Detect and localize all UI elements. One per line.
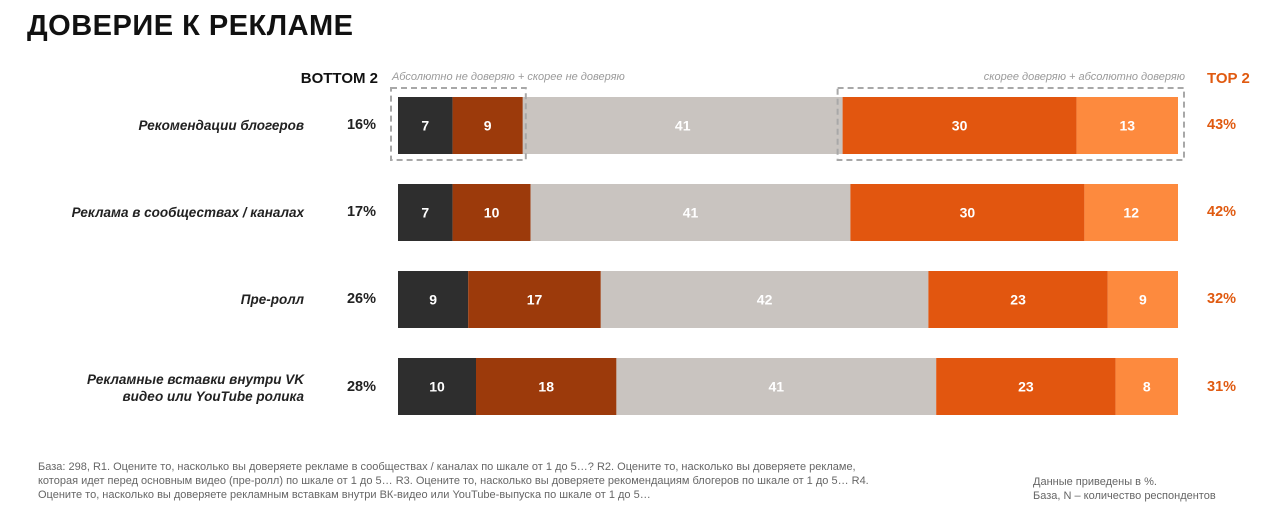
bar-segment-label: 42 [757, 292, 773, 308]
bar-segment-label: 13 [1120, 118, 1136, 134]
row-label-communities: Реклама в сообществах / каналах [4, 204, 304, 221]
bar-segment-label: 41 [769, 379, 785, 395]
bar-segment-label: 10 [484, 205, 500, 221]
bar-segment-label: 41 [675, 118, 691, 134]
page-title: ДОВЕРИЕ К РЕКЛАМЕ [27, 10, 354, 42]
footer-note-line: База, N – количество респондентов [1033, 490, 1216, 502]
bar-segment-label: 7 [421, 205, 429, 221]
bottom2-header: BOTTOM 2 [300, 70, 378, 87]
bar-segment [1076, 97, 1178, 154]
bar-segment-label: 9 [429, 292, 437, 308]
bottom2-note: Абсолютно не доверяю + скорее не доверяю [392, 71, 625, 83]
top2-value: 43% [1207, 117, 1237, 133]
bar-segment [452, 97, 523, 154]
bar-segment-label: 23 [1010, 292, 1026, 308]
bar-segment-label: 8 [1143, 379, 1151, 395]
row-label-bloggers: Рекомендации блогеров [4, 117, 304, 134]
row-label-line: Реклама в сообществах / каналах [71, 205, 304, 220]
row-label-inserts: Рекламные вставки внутри VK видео или Yo… [4, 371, 304, 405]
bar-segment [600, 271, 929, 328]
bar-segment [452, 184, 531, 241]
bar-segment-label: 12 [1123, 205, 1139, 221]
top2-value: 31% [1207, 379, 1237, 395]
bar-segment [476, 358, 617, 415]
top2-value: 32% [1207, 291, 1237, 307]
bar-segment [398, 271, 469, 328]
row-label-line: Рекомендации блогеров [138, 118, 304, 133]
bottom2-highlight-box [390, 87, 527, 161]
bar-segment [1084, 184, 1178, 241]
bar-segment [1107, 271, 1178, 328]
bar-segment [398, 97, 453, 154]
bottom2-value: 26% [346, 291, 376, 307]
bar-segment-label: 18 [538, 379, 554, 395]
footer-note-line: Данные приведены в %. [1033, 476, 1157, 488]
bar-segment-label: 17 [527, 292, 543, 308]
bar-segment [850, 184, 1085, 241]
bar-segment [398, 184, 453, 241]
bar-segment [928, 271, 1108, 328]
bottom2-value: 17% [346, 204, 376, 220]
footer-data-note: Данные приведены в %. База, N – количест… [1033, 475, 1216, 503]
bar-segment-label: 30 [960, 205, 976, 221]
bar-segment-label: 23 [1018, 379, 1034, 395]
top2-value: 42% [1207, 204, 1237, 220]
bottom2-value: 16% [346, 117, 376, 133]
row-label-preroll: Пре-ролл [4, 291, 304, 308]
bar-segment [1115, 358, 1178, 415]
footer-base-note: База: 298, R1. Оцените то, насколько вы … [38, 461, 869, 501]
row-label-line: Пре-ролл [240, 292, 304, 307]
bar-segment [468, 271, 601, 328]
bar-segment-label: 9 [484, 118, 492, 134]
row-label-line: видео или YouTube ролика [122, 389, 304, 404]
bar-segment [522, 97, 843, 154]
top2-highlight-box [836, 87, 1185, 161]
bar-segment-label: 41 [683, 205, 699, 221]
bottom2-value: 28% [346, 379, 376, 395]
top2-note: скорее доверяю + абсолютно доверяю [983, 71, 1185, 83]
bar-segment-label: 10 [429, 379, 445, 395]
row-label-line: Рекламные вставки внутри VK [87, 372, 304, 387]
bar-segment [616, 358, 937, 415]
top2-header: TOP 2 [1207, 70, 1250, 87]
bar-segment [530, 184, 851, 241]
bar-segment [936, 358, 1116, 415]
bar-segment [842, 97, 1077, 154]
bar-segment-label: 7 [421, 118, 429, 134]
bar-segment-label: 9 [1139, 292, 1147, 308]
bar-segment [398, 358, 476, 415]
bar-segment-label: 30 [952, 118, 968, 134]
